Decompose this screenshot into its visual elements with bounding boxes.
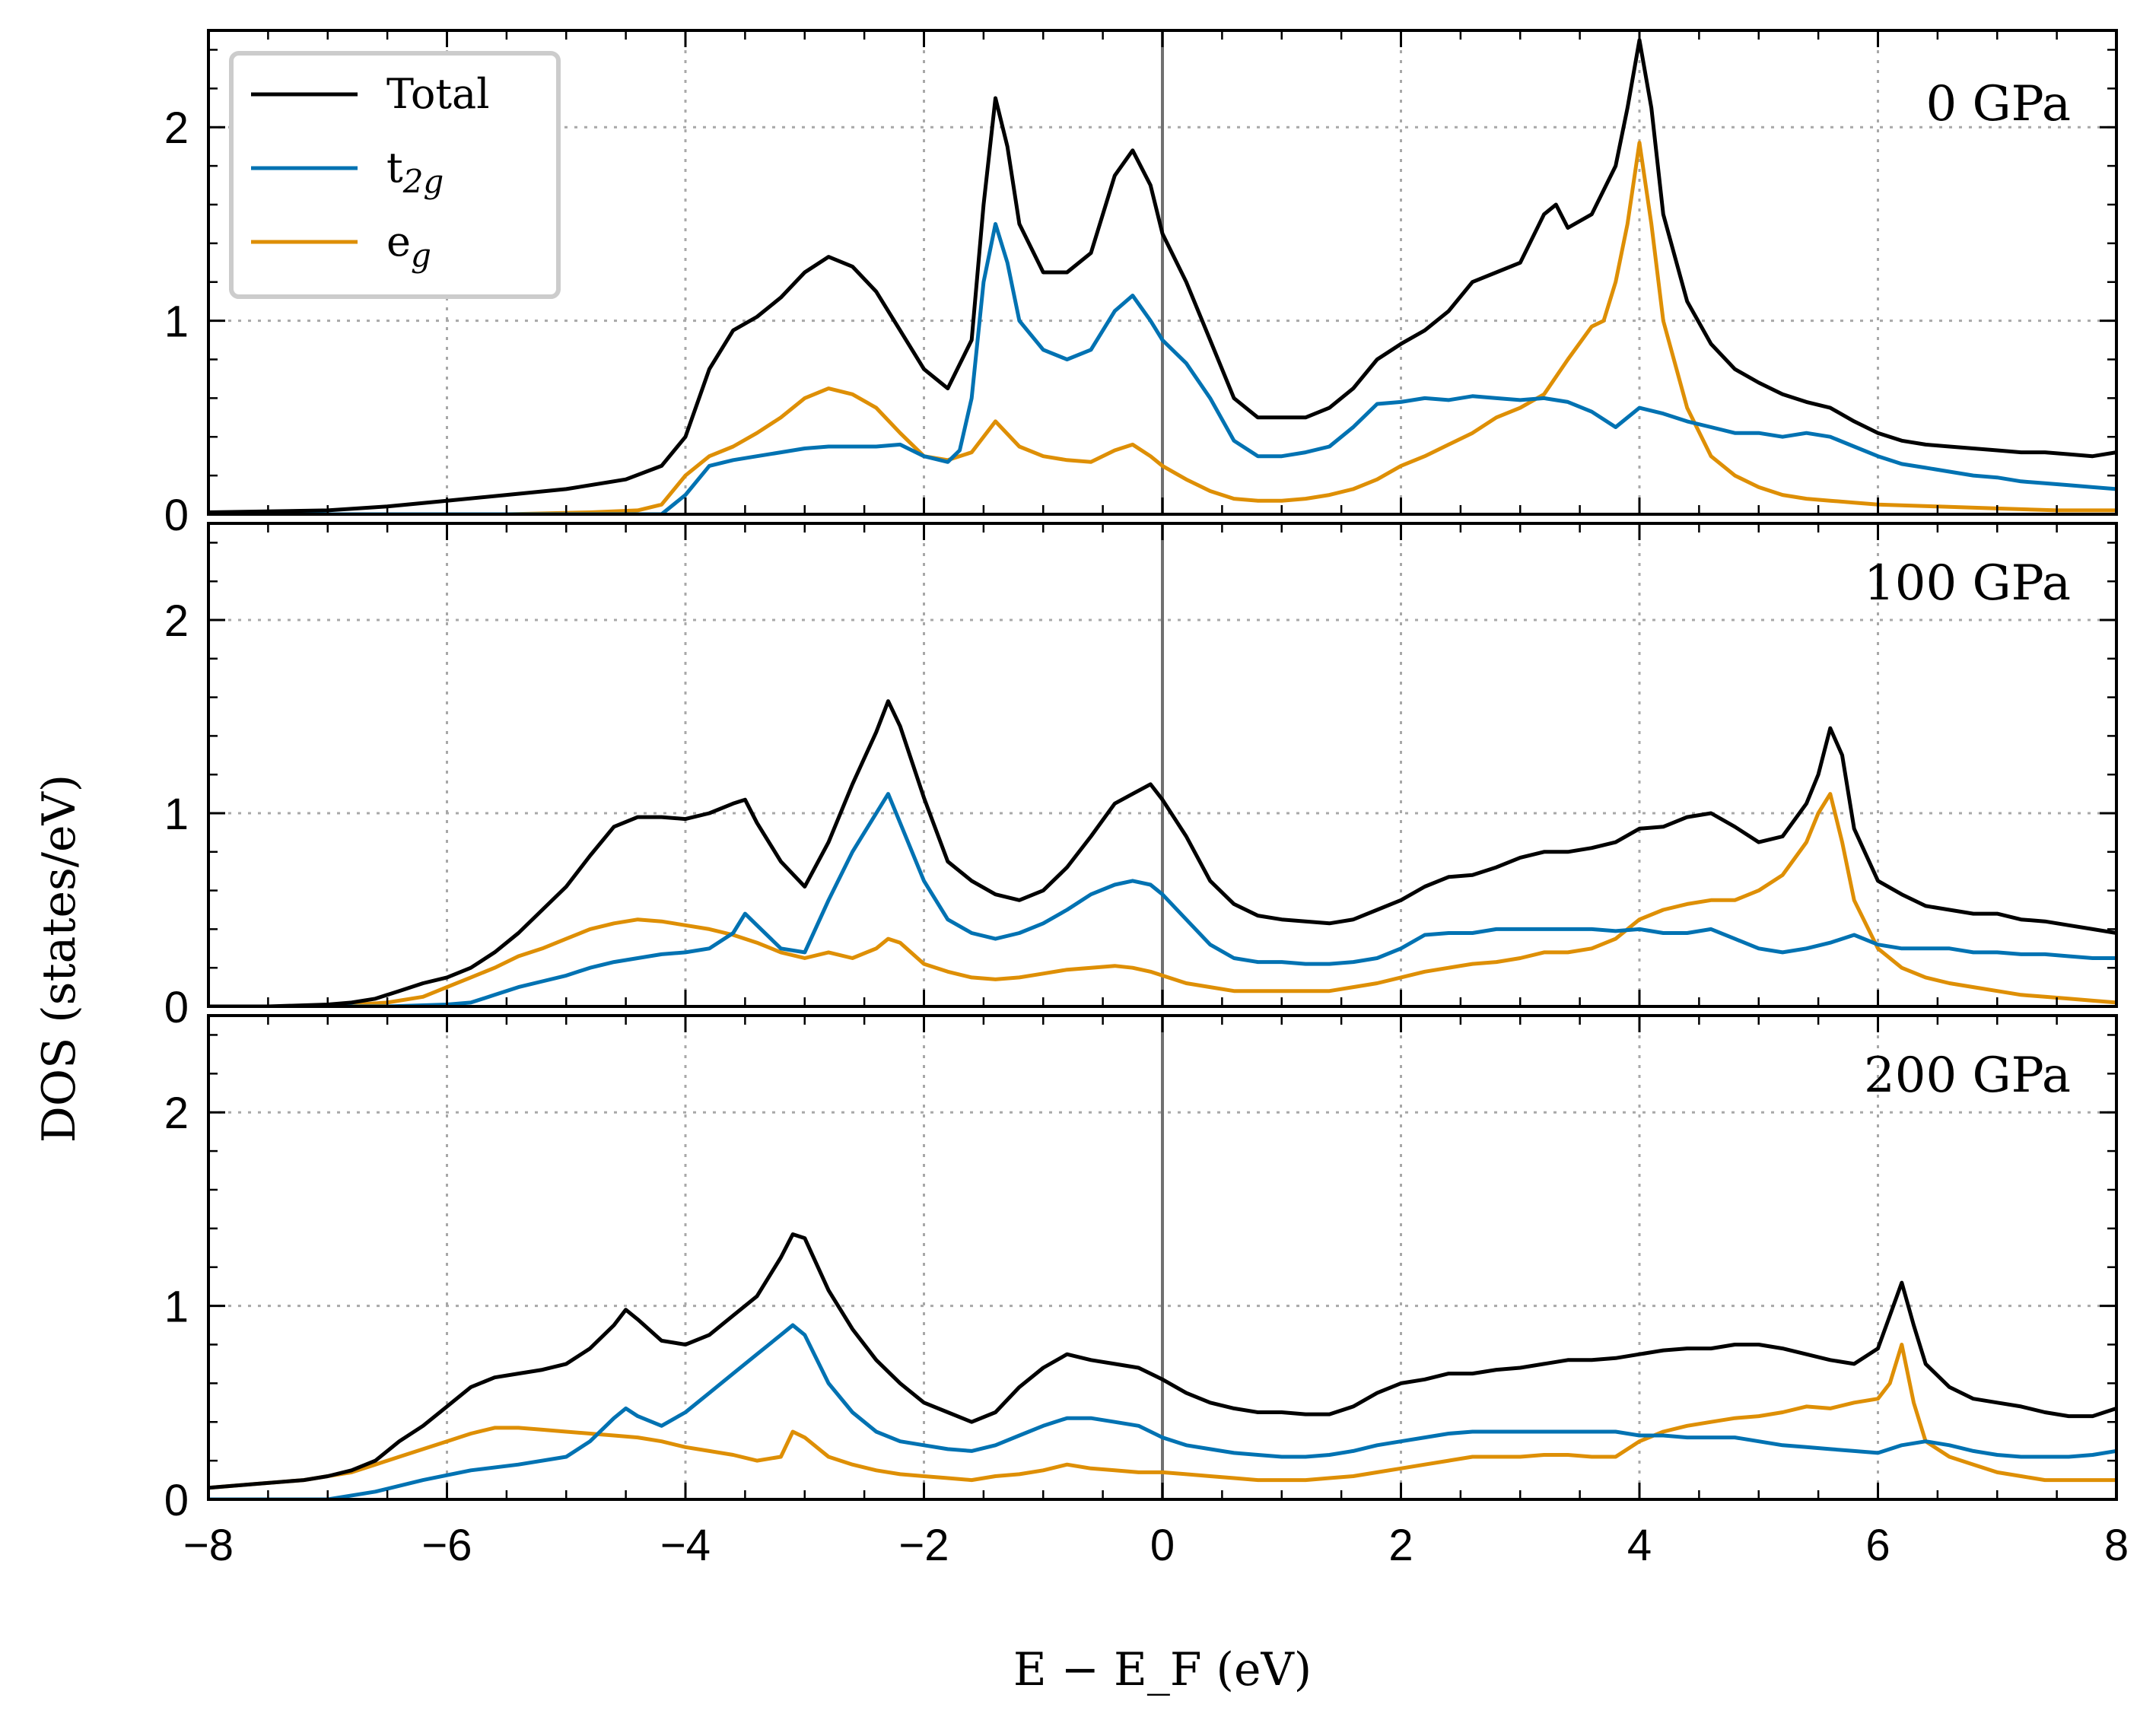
legend-entry-subscript: 2g [402, 163, 444, 200]
x-tick-label: −6 [421, 1521, 472, 1570]
x-tick-label: −4 [660, 1521, 711, 1570]
legend-entry: Total [386, 70, 490, 118]
y-tick-label: 2 [164, 103, 189, 153]
panel-1: 0 1 2 100 GPa [164, 522, 2118, 1032]
y-tick-label: 0 [164, 491, 189, 540]
x-tick-label: 0 [1150, 1521, 1175, 1570]
legend-entry-subscript: g [411, 237, 431, 274]
y-axis-label: DOS (states/eV) [33, 774, 86, 1143]
panel-frame [207, 1014, 2118, 1501]
panel-2: 0 1 2 200 GPa −8 −6 −4 −2 0 2 4 6 8 [164, 1014, 2129, 1570]
x-tick-label: −8 [183, 1521, 234, 1570]
series-line-eg [208, 792, 2116, 1006]
x-tick-label: −2 [898, 1521, 949, 1570]
series-line-t2g [208, 792, 2116, 1006]
x-tick-label: 6 [1865, 1521, 1890, 1570]
panel-pressure-label: 200 GPa [1864, 1048, 2071, 1104]
y-tick-label: 1 [164, 1283, 189, 1332]
series-line-t2g [208, 1323, 2116, 1499]
series-line-eg [208, 1343, 2116, 1490]
x-tick-label: 8 [2104, 1521, 2129, 1570]
series-line-eg [208, 141, 2116, 514]
x-axis-label: E − E_F (eV) [1013, 1643, 1312, 1696]
legend-box [229, 51, 561, 299]
series-line-total [208, 699, 2116, 1006]
x-tick-label: 2 [1388, 1521, 1413, 1570]
y-tick-label: 0 [164, 1476, 189, 1525]
series-line-total [208, 1232, 2116, 1490]
series-line-t2g [208, 221, 2116, 514]
panel-pressure-label: 0 GPa [1925, 76, 2071, 132]
panel-frame [207, 522, 2118, 1008]
x-tick-label: 4 [1627, 1521, 1652, 1570]
y-tick-label: 0 [164, 983, 189, 1032]
series-line-total [208, 38, 2116, 514]
panel-pressure-label: 100 GPa [1864, 555, 2071, 612]
y-tick-label: 1 [164, 790, 189, 839]
y-tick-label: 2 [164, 1089, 189, 1138]
y-tick-label: 2 [164, 596, 189, 646]
y-tick-label: 1 [164, 297, 189, 347]
panel-frame [207, 29, 2118, 516]
